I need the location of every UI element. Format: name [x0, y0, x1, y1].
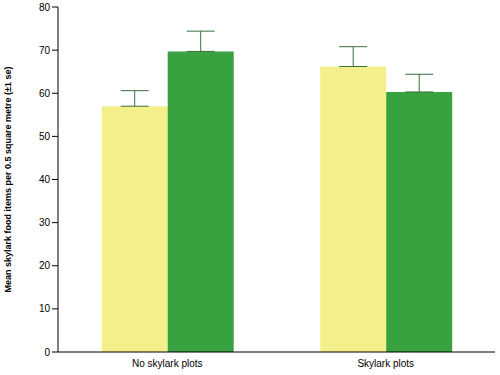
svg-text:80: 80	[39, 2, 51, 13]
svg-text:Skylark plots: Skylark plots	[357, 358, 414, 369]
svg-text:0: 0	[44, 347, 50, 358]
svg-text:70: 70	[39, 45, 51, 56]
svg-text:40: 40	[39, 174, 51, 185]
svg-text:20: 20	[39, 260, 51, 271]
svg-text:60: 60	[39, 88, 51, 99]
svg-text:Mean skylark food items per 0.: Mean skylark food items per 0.5 square m…	[8, 66, 13, 292]
svg-text:30: 30	[39, 217, 51, 228]
svg-text:10: 10	[39, 303, 51, 314]
svg-text:No skylark plots: No skylark plots	[132, 358, 203, 369]
svg-text:50: 50	[39, 131, 51, 142]
